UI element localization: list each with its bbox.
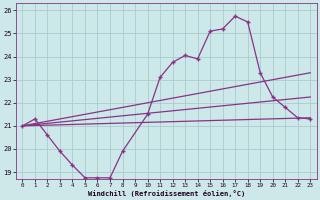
X-axis label: Windchill (Refroidissement éolien,°C): Windchill (Refroidissement éolien,°C) [88, 190, 245, 197]
